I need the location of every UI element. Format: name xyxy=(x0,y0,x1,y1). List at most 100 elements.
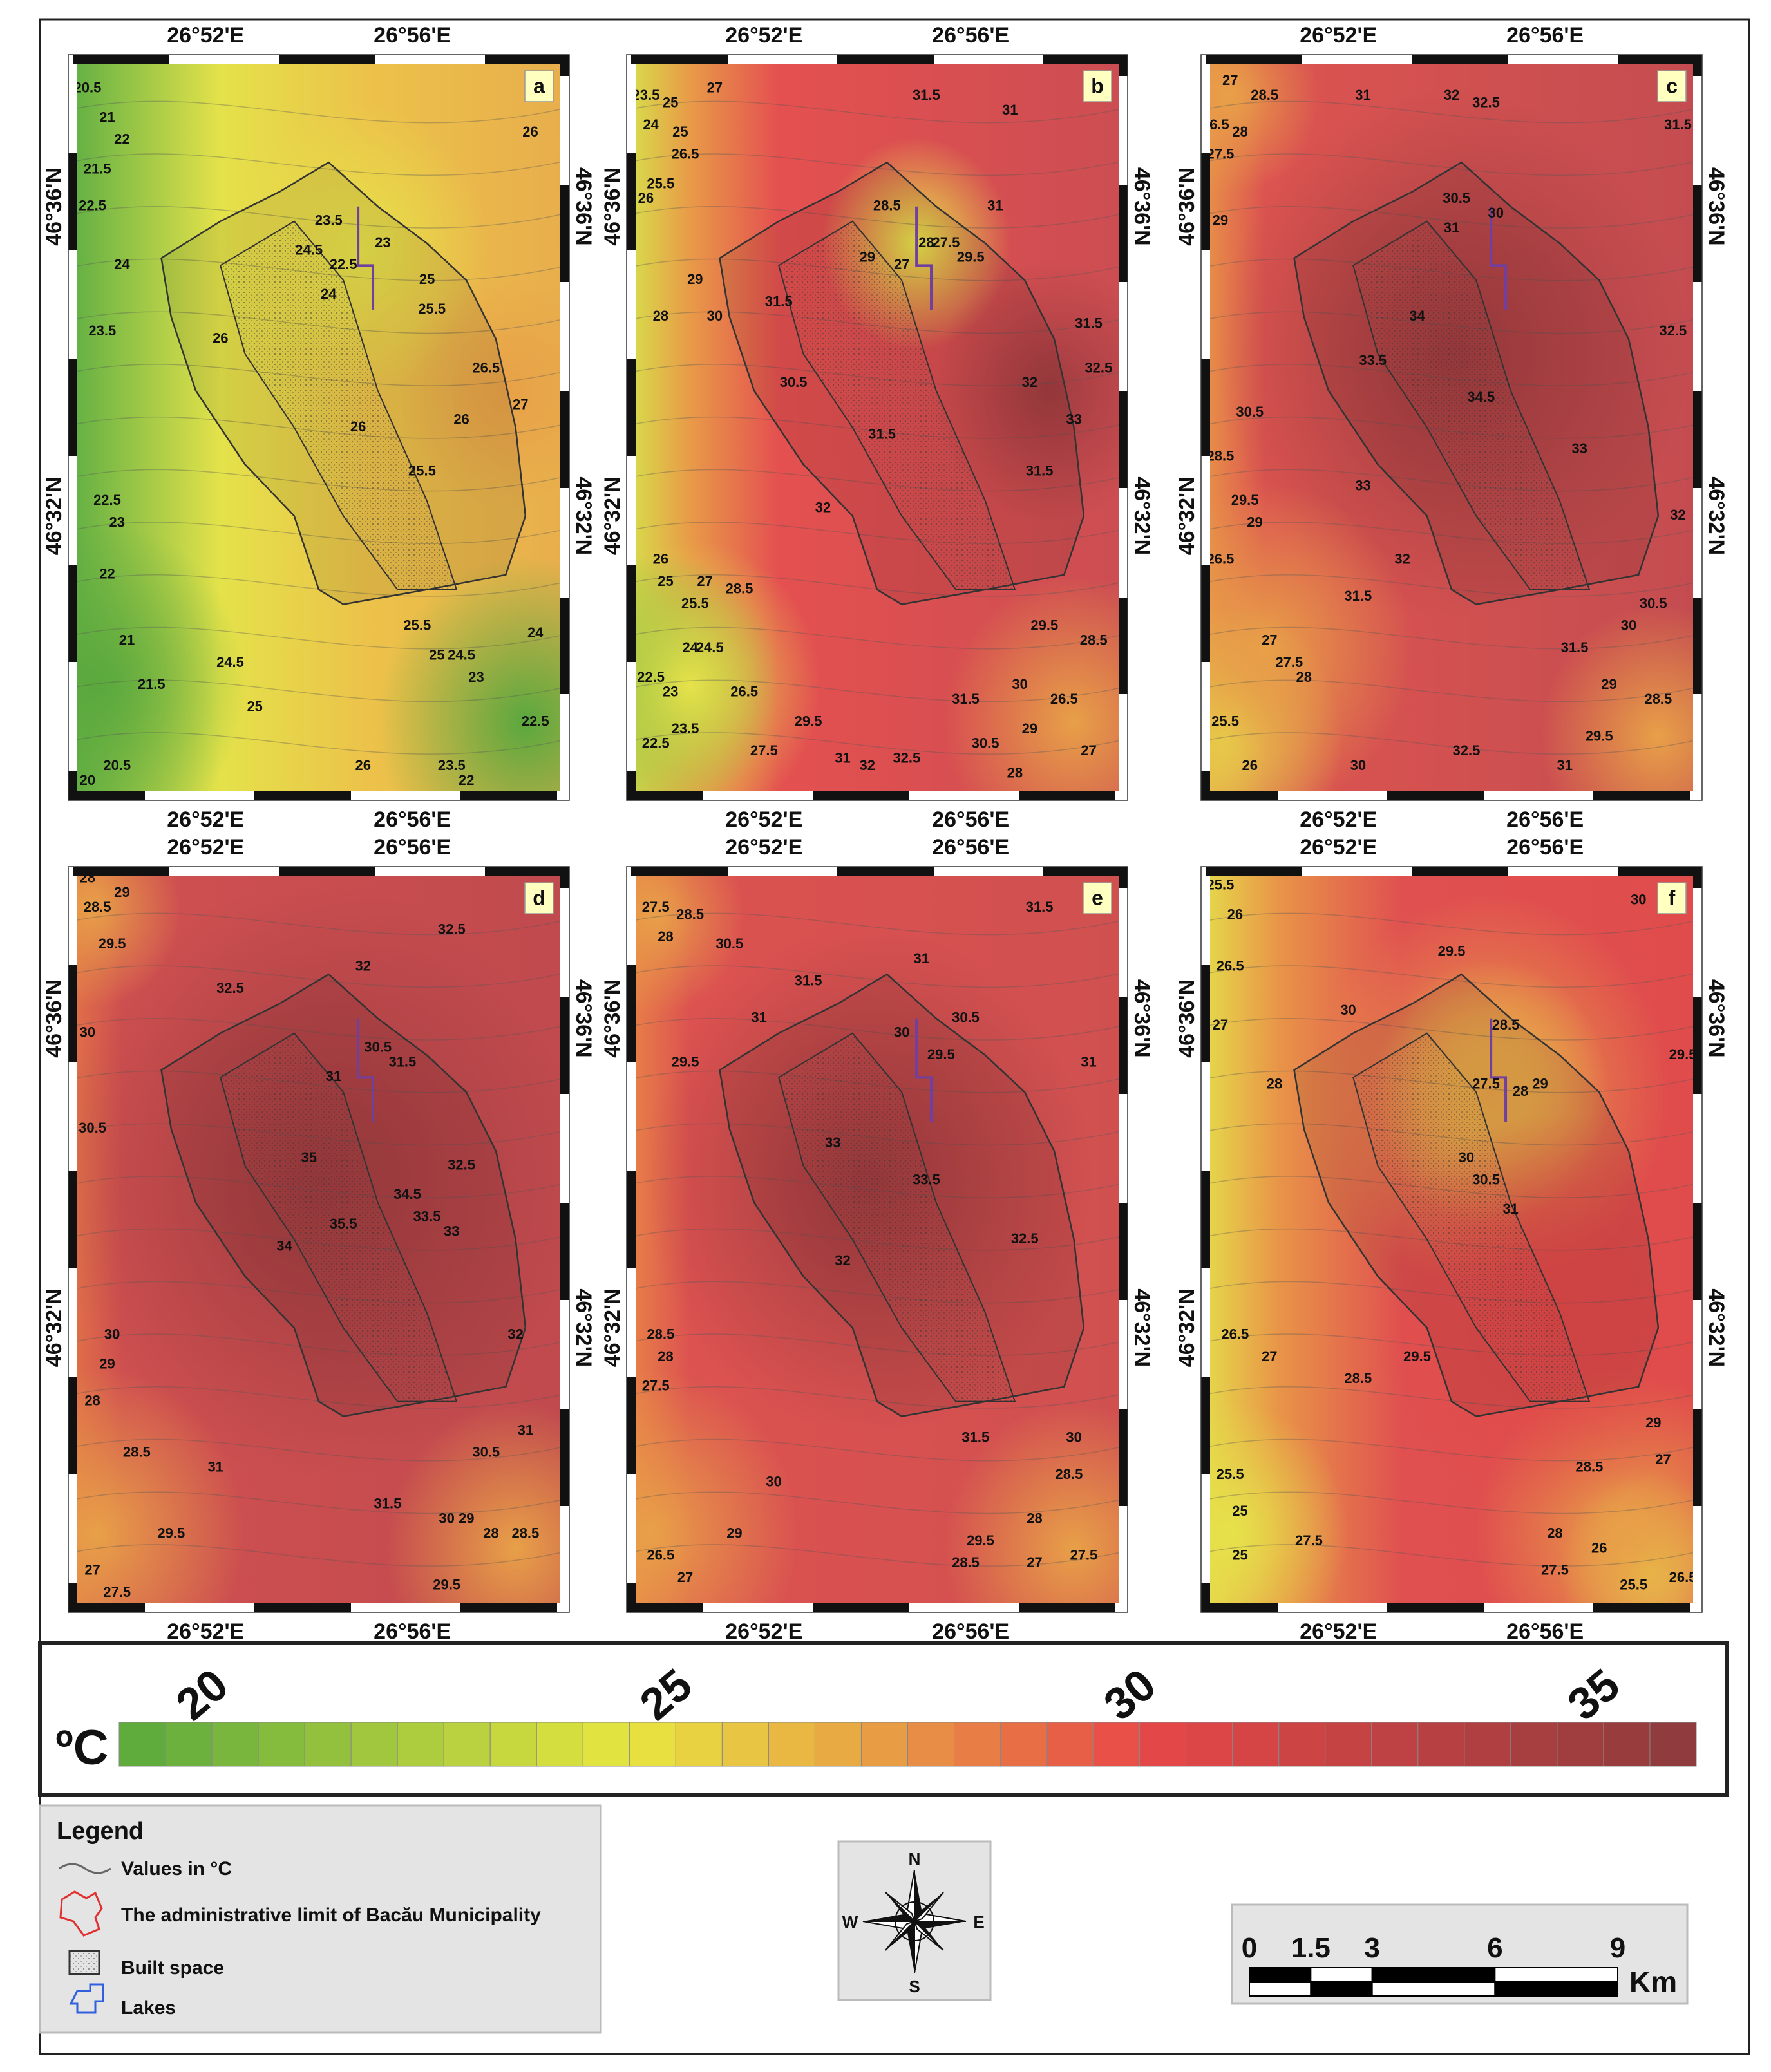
isoline xyxy=(73,100,565,124)
contour-label: 32.5 xyxy=(1084,359,1112,375)
longitude-label: 26°56'E xyxy=(374,1619,451,1644)
panel-border xyxy=(1200,54,1703,801)
legend-box xyxy=(39,1804,602,2034)
contour-label: 27 xyxy=(1262,1348,1277,1364)
legend-contour-icon xyxy=(59,1863,111,1874)
latitude-label: 46°36'N xyxy=(1130,979,1154,1058)
colorbar-cell xyxy=(1510,1722,1558,1767)
contour-label: 27 xyxy=(84,1562,100,1578)
isoline xyxy=(73,1544,565,1567)
contour-label: 26 xyxy=(453,411,469,427)
scale-segment xyxy=(1371,1981,1496,1997)
contour-label: 22.5 xyxy=(637,669,665,685)
contour-label: 30 xyxy=(894,1024,909,1040)
contour-label: 28 xyxy=(1027,1511,1042,1527)
colorbar-cell xyxy=(860,1722,908,1767)
colorbar-cell xyxy=(1093,1722,1141,1767)
isoline xyxy=(631,1281,1123,1304)
contour-label: 32 xyxy=(859,757,875,773)
contour-label: 28 xyxy=(483,1525,498,1541)
longitude-label: 26°56'E xyxy=(374,23,451,48)
contour-label: 28 xyxy=(653,308,668,324)
contour-label: 23.5 xyxy=(632,87,660,103)
contour-label: 26 xyxy=(638,190,654,206)
temperature-blob xyxy=(73,520,245,796)
contour-label: 30 xyxy=(439,1511,454,1527)
contour-label: 33 xyxy=(825,1135,840,1151)
contour-label: 27.5 xyxy=(1472,1076,1500,1092)
isoline xyxy=(1206,965,1698,988)
contour-label: 28.5 xyxy=(952,1554,980,1570)
contour-label: 26 xyxy=(355,757,371,773)
contour-label: 26.5 xyxy=(1217,958,1244,974)
contour-label: 34 xyxy=(1409,308,1425,324)
colorbar-cell xyxy=(536,1722,583,1767)
contour-label: 24 xyxy=(682,639,698,655)
isoline xyxy=(1206,1544,1698,1567)
panel-letter: c xyxy=(1666,74,1678,97)
temperature-blob xyxy=(1206,1401,1349,1608)
contour-label: 29 xyxy=(859,249,875,265)
latitude-label: 46°36'N xyxy=(1130,167,1154,246)
colorbar-cell xyxy=(768,1722,815,1767)
contour-label: 30.5 xyxy=(1236,404,1264,420)
contour-label: 31.5 xyxy=(913,87,940,103)
contour-label: 31 xyxy=(987,198,1003,214)
isoline xyxy=(631,100,1123,124)
latitude-label: 46°32'N xyxy=(571,476,596,555)
panel-content: 27.5 28.528 30.531.531313029.530.531.53129… xyxy=(631,871,1123,1608)
longitude-label: 26°52'E xyxy=(725,23,802,48)
contour-label: 31 xyxy=(751,1010,766,1026)
compass: N S E W xyxy=(837,1840,992,2001)
contour-label: 30 xyxy=(1066,1429,1081,1446)
panel-letter-box xyxy=(1657,882,1687,914)
built-space xyxy=(778,220,1016,590)
compass-e: E xyxy=(973,1912,984,1932)
contour-label: 26.5 xyxy=(1221,1326,1249,1342)
temperature-blob xyxy=(631,871,744,1015)
panel-border xyxy=(68,54,570,801)
contour-label: 25 xyxy=(247,699,262,715)
contour-label: 30.5 xyxy=(715,936,743,952)
contour-label: 25.5 xyxy=(1217,1466,1244,1482)
contour-label: 27 xyxy=(707,80,723,96)
contour-label: 28 xyxy=(658,1348,673,1364)
contour-label: 33 xyxy=(1355,477,1370,493)
contour-label: 27.5 xyxy=(750,742,778,758)
panels: 20.5212221.522.52423.523.52322.524.52425… xyxy=(42,23,1728,1644)
contour-label: 27.5 xyxy=(642,1378,670,1394)
contour-label: 30.5 xyxy=(1640,595,1667,611)
contour-label: 30 xyxy=(766,1473,781,1489)
longitude-label: 26°52'E xyxy=(725,835,802,860)
panel-frame-ticks xyxy=(68,55,569,800)
scale-segment xyxy=(1310,1981,1373,1997)
panel-border xyxy=(68,866,570,1613)
colorbar-cell xyxy=(1046,1722,1094,1767)
contour-label: 22.5 xyxy=(93,492,121,508)
latitude-label: 46°36'N xyxy=(571,167,596,246)
colorbar-cell xyxy=(1000,1722,1048,1767)
contour-label: 32.5 xyxy=(448,1156,475,1173)
contour-label: 32 xyxy=(815,500,831,516)
isoline xyxy=(631,574,1123,597)
contour-label: 29 xyxy=(1645,1415,1661,1431)
lake xyxy=(357,206,375,310)
contour-label: 28 xyxy=(1267,1076,1282,1092)
contour-label: 27 xyxy=(1222,72,1238,88)
contour-label: 28 xyxy=(1232,124,1247,140)
contour-label: 27 xyxy=(894,256,909,272)
contour-label: 29 xyxy=(1213,212,1228,228)
isoline xyxy=(73,153,565,176)
contour-label: 23.5 xyxy=(88,323,116,339)
contour-label: 32 xyxy=(835,1252,850,1268)
built-space xyxy=(778,1032,1016,1402)
contour-label: 28 xyxy=(658,928,673,945)
colorbar-cell xyxy=(1464,1722,1511,1767)
lake xyxy=(1490,1018,1508,1122)
contour-label: 26 xyxy=(213,330,228,346)
isoline xyxy=(631,1017,1123,1041)
contour-label: 26 xyxy=(1227,906,1243,922)
contour-label: 31.5 xyxy=(868,426,896,442)
colorbar-cell xyxy=(1557,1722,1604,1767)
